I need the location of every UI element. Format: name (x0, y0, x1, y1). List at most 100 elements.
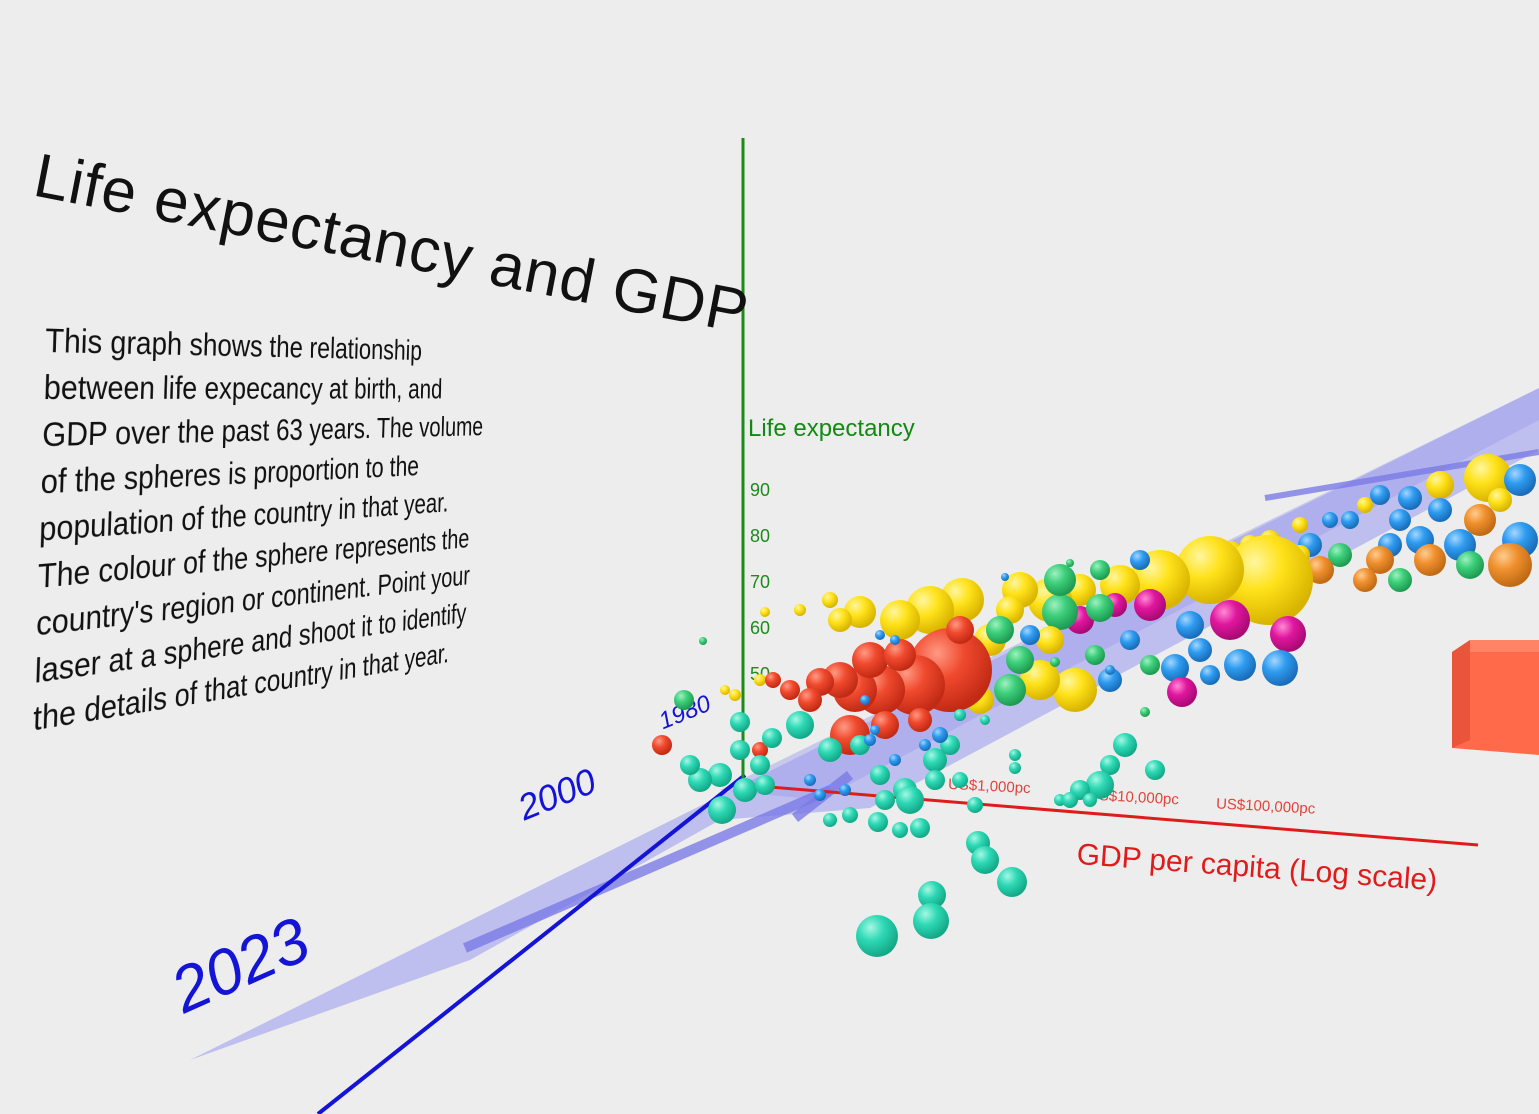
country-sphere[interactable] (1456, 551, 1484, 579)
country-sphere[interactable] (754, 674, 766, 686)
country-sphere[interactable] (1398, 486, 1422, 510)
country-sphere[interactable] (1020, 625, 1040, 645)
country-sphere[interactable] (1414, 544, 1446, 576)
country-sphere[interactable] (674, 690, 694, 710)
country-sphere[interactable] (822, 592, 838, 608)
country-sphere[interactable] (1145, 760, 1165, 780)
country-sphere[interactable] (994, 674, 1026, 706)
country-sphere[interactable] (798, 688, 822, 712)
country-sphere[interactable] (680, 755, 700, 775)
country-sphere[interactable] (720, 685, 730, 695)
country-sphere[interactable] (870, 765, 890, 785)
country-sphere[interactable] (954, 709, 966, 721)
country-sphere[interactable] (750, 755, 770, 775)
country-sphere[interactable] (1464, 504, 1496, 536)
country-sphere[interactable] (762, 728, 782, 748)
country-sphere[interactable] (1389, 509, 1411, 531)
country-sphere[interactable] (856, 915, 898, 957)
country-sphere[interactable] (1062, 792, 1078, 808)
country-sphere[interactable] (1370, 485, 1390, 505)
country-sphere[interactable] (1200, 665, 1220, 685)
country-sphere[interactable] (1322, 512, 1338, 528)
country-sphere[interactable] (875, 630, 885, 640)
country-sphere[interactable] (986, 616, 1014, 644)
country-sphere[interactable] (1353, 568, 1377, 592)
country-sphere[interactable] (1210, 600, 1250, 640)
country-sphere[interactable] (652, 735, 672, 755)
country-sphere[interactable] (1140, 655, 1160, 675)
country-sphere[interactable] (910, 818, 930, 838)
country-sphere[interactable] (892, 822, 908, 838)
country-sphere[interactable] (760, 607, 770, 617)
country-sphere[interactable] (889, 754, 901, 766)
country-sphere[interactable] (1053, 668, 1097, 712)
country-sphere[interactable] (896, 786, 924, 814)
country-sphere[interactable] (1006, 646, 1034, 674)
country-sphere[interactable] (730, 740, 750, 760)
country-sphere[interactable] (814, 789, 826, 801)
country-sphere[interactable] (1262, 650, 1298, 686)
country-sphere[interactable] (908, 708, 932, 732)
country-sphere[interactable] (913, 903, 949, 939)
country-sphere[interactable] (1426, 471, 1454, 499)
country-sphere[interactable] (1009, 762, 1021, 774)
country-sphere[interactable] (1066, 559, 1074, 567)
country-sphere[interactable] (967, 797, 983, 813)
country-sphere[interactable] (860, 695, 870, 705)
country-sphere[interactable] (1120, 630, 1140, 650)
country-sphere[interactable] (1188, 638, 1212, 662)
country-sphere[interactable] (1036, 626, 1064, 654)
country-sphere[interactable] (1504, 464, 1536, 496)
country-sphere[interactable] (818, 738, 842, 762)
country-sphere[interactable] (1488, 488, 1512, 512)
country-sphere[interactable] (1001, 573, 1009, 581)
country-sphere[interactable] (1009, 749, 1021, 761)
country-sphere[interactable] (1428, 498, 1452, 522)
country-sphere[interactable] (1130, 550, 1150, 570)
country-sphere[interactable] (997, 867, 1027, 897)
country-sphere[interactable] (1042, 594, 1078, 630)
country-sphere[interactable] (1090, 560, 1110, 580)
country-sphere[interactable] (708, 763, 732, 787)
country-sphere[interactable] (1224, 649, 1256, 681)
country-sphere[interactable] (730, 712, 750, 732)
country-sphere[interactable] (864, 734, 876, 746)
country-sphere[interactable] (932, 727, 948, 743)
country-sphere[interactable] (1086, 594, 1114, 622)
country-sphere[interactable] (804, 774, 816, 786)
country-sphere[interactable] (946, 616, 974, 644)
country-sphere[interactable] (1341, 511, 1359, 529)
country-sphere[interactable] (952, 772, 968, 788)
country-sphere[interactable] (884, 639, 916, 671)
country-sphere[interactable] (786, 711, 814, 739)
country-sphere[interactable] (852, 642, 888, 678)
country-sphere[interactable] (1357, 497, 1373, 513)
country-sphere[interactable] (755, 775, 775, 795)
country-sphere[interactable] (794, 604, 806, 616)
country-sphere[interactable] (708, 796, 736, 824)
country-sphere[interactable] (880, 600, 920, 640)
country-sphere[interactable] (729, 689, 741, 701)
country-sphere[interactable] (733, 778, 757, 802)
country-sphere[interactable] (971, 846, 999, 874)
country-sphere[interactable] (699, 637, 707, 645)
country-sphere[interactable] (1488, 543, 1532, 587)
country-sphere[interactable] (868, 812, 888, 832)
country-sphere[interactable] (823, 813, 837, 827)
country-sphere[interactable] (839, 784, 851, 796)
country-sphere[interactable] (1050, 657, 1060, 667)
country-sphere[interactable] (1134, 589, 1166, 621)
country-sphere[interactable] (925, 770, 945, 790)
country-sphere[interactable] (1292, 517, 1308, 533)
country-sphere[interactable] (828, 608, 852, 632)
country-sphere[interactable] (1176, 611, 1204, 639)
country-sphere[interactable] (1044, 564, 1076, 596)
country-sphere[interactable] (1140, 707, 1150, 717)
country-sphere[interactable] (1270, 616, 1306, 652)
country-sphere[interactable] (842, 807, 858, 823)
country-sphere[interactable] (765, 672, 781, 688)
country-sphere[interactable] (890, 635, 900, 645)
country-sphere[interactable] (1083, 793, 1097, 807)
country-sphere[interactable] (870, 725, 880, 735)
